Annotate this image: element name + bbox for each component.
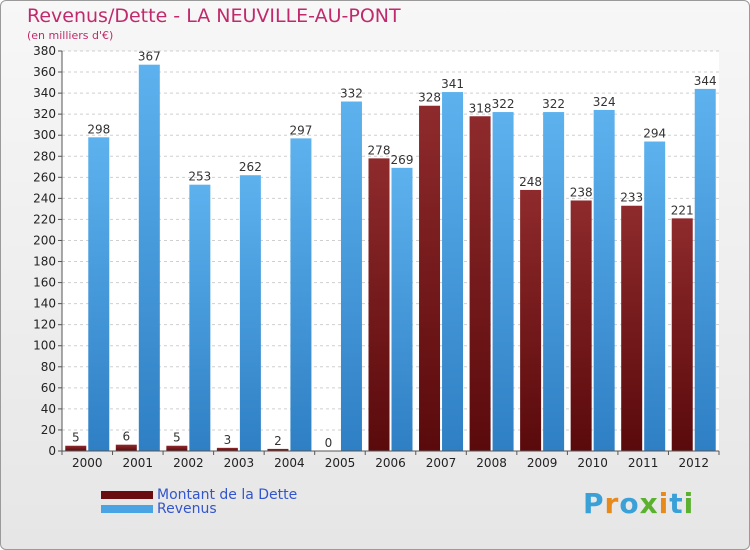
y-tick-label: 60 bbox=[41, 381, 56, 395]
y-tick-label: 0 bbox=[48, 444, 56, 458]
bar-dette bbox=[216, 447, 238, 451]
bar-revenus bbox=[644, 141, 666, 452]
bar-dette bbox=[419, 105, 441, 451]
y-tick-label: 180 bbox=[33, 255, 56, 269]
y-tick-label: 100 bbox=[33, 339, 56, 353]
bar-revenus bbox=[239, 175, 261, 452]
value-label-dette: 238 bbox=[570, 185, 593, 199]
bar-dette bbox=[115, 444, 137, 451]
x-tick-label: 2008 bbox=[476, 456, 507, 470]
value-label-dette: 6 bbox=[122, 430, 130, 444]
proxiti-logo: Proxiti bbox=[583, 487, 695, 520]
value-label-dette: 2 bbox=[274, 434, 282, 448]
value-label-revenus: 341 bbox=[441, 77, 464, 91]
x-tick-label: 2003 bbox=[224, 456, 255, 470]
value-label-dette: 318 bbox=[469, 101, 492, 115]
value-label-dette: 221 bbox=[671, 203, 694, 217]
x-tick-label: 2009 bbox=[527, 456, 558, 470]
x-tick-label: 2002 bbox=[173, 456, 204, 470]
y-tick-label: 380 bbox=[33, 44, 56, 58]
legend-label-revenus: Revenus bbox=[157, 501, 217, 517]
legend-item-revenus: Revenus bbox=[101, 501, 217, 517]
y-tick-label: 360 bbox=[33, 65, 56, 79]
bar-dette bbox=[368, 158, 390, 452]
value-label-revenus: 344 bbox=[694, 74, 717, 88]
x-tick-label: 2012 bbox=[678, 456, 709, 470]
bar-revenus bbox=[543, 112, 565, 451]
y-tick-label: 120 bbox=[33, 318, 56, 332]
bar-revenus bbox=[340, 101, 362, 452]
value-label-dette: 233 bbox=[620, 191, 643, 205]
bar-revenus bbox=[391, 167, 413, 451]
bar-dette bbox=[65, 445, 87, 451]
value-label-revenus: 322 bbox=[492, 97, 515, 111]
value-label-dette: 5 bbox=[173, 431, 181, 445]
bar-revenus bbox=[189, 184, 211, 451]
legend-swatch-revenus bbox=[101, 505, 153, 513]
y-tick-label: 40 bbox=[41, 402, 56, 416]
y-tick-label: 300 bbox=[33, 128, 56, 142]
bars bbox=[65, 64, 716, 452]
value-label-dette: 0 bbox=[325, 436, 333, 450]
y-tick-label: 340 bbox=[33, 86, 56, 100]
bar-dette bbox=[166, 445, 188, 451]
y-tick-label: 260 bbox=[33, 170, 56, 184]
chart-title: Revenus/Dette - LA NEUVILLE-AU-PONT bbox=[27, 5, 401, 27]
bar-dette bbox=[267, 448, 289, 451]
value-label-dette: 5 bbox=[72, 431, 80, 445]
legend-label-dette: Montant de la Dette bbox=[157, 487, 298, 503]
y-tick-label: 140 bbox=[33, 297, 56, 311]
bar-dette bbox=[570, 200, 592, 451]
y-tick-label: 240 bbox=[33, 191, 56, 205]
value-label-revenus: 294 bbox=[643, 127, 666, 141]
bar-revenus bbox=[492, 112, 514, 451]
y-tick-label: 220 bbox=[33, 212, 56, 226]
value-label-dette: 278 bbox=[368, 143, 391, 157]
x-tick-label: 2006 bbox=[375, 456, 406, 470]
y-tick-label: 200 bbox=[33, 233, 56, 247]
value-label-revenus: 367 bbox=[138, 50, 161, 64]
x-tick-label: 2007 bbox=[426, 456, 457, 470]
plot-area bbox=[62, 51, 719, 451]
legend-item-dette: Montant de la Dette bbox=[101, 487, 297, 503]
y-tick-label: 160 bbox=[33, 276, 56, 290]
bar-dette bbox=[469, 116, 491, 452]
x-tick-label: 2000 bbox=[72, 456, 103, 470]
y-tick-label: 280 bbox=[33, 149, 56, 163]
bar-revenus bbox=[442, 92, 464, 451]
bar-revenus bbox=[88, 137, 110, 451]
value-label-dette: 328 bbox=[418, 91, 441, 105]
value-label-revenus: 297 bbox=[289, 123, 312, 137]
bar-dette bbox=[621, 205, 643, 451]
value-label-revenus: 332 bbox=[340, 87, 363, 101]
x-tick-label: 2010 bbox=[577, 456, 608, 470]
chart-subtitle: (en milliers d'€) bbox=[27, 29, 114, 42]
value-label-revenus: 269 bbox=[391, 153, 414, 167]
axes bbox=[58, 50, 720, 455]
y-tick-label: 320 bbox=[33, 107, 56, 121]
bar-dette bbox=[520, 189, 542, 451]
bar-dette bbox=[671, 218, 693, 451]
x-tick-label: 2004 bbox=[274, 456, 305, 470]
labels: 0204060801001201401601802002202402602803… bbox=[33, 44, 717, 470]
value-label-revenus: 298 bbox=[87, 122, 110, 136]
y-tick-label: 20 bbox=[41, 423, 56, 437]
value-label-revenus: 262 bbox=[239, 160, 262, 174]
value-label-dette: 248 bbox=[519, 175, 542, 189]
value-label-revenus: 322 bbox=[542, 97, 565, 111]
y-tick-label: 80 bbox=[41, 360, 56, 374]
x-tick-label: 2005 bbox=[325, 456, 356, 470]
value-label-revenus: 253 bbox=[188, 170, 211, 184]
value-label-revenus: 324 bbox=[593, 95, 616, 109]
bar-revenus bbox=[593, 109, 615, 452]
bar-revenus bbox=[694, 88, 716, 451]
x-tick-label: 2001 bbox=[123, 456, 154, 470]
value-label-dette: 3 bbox=[224, 433, 232, 447]
bar-revenus bbox=[290, 138, 312, 452]
bar-revenus bbox=[138, 64, 160, 452]
x-tick-label: 2011 bbox=[628, 456, 659, 470]
legend-swatch-dette bbox=[101, 491, 153, 499]
